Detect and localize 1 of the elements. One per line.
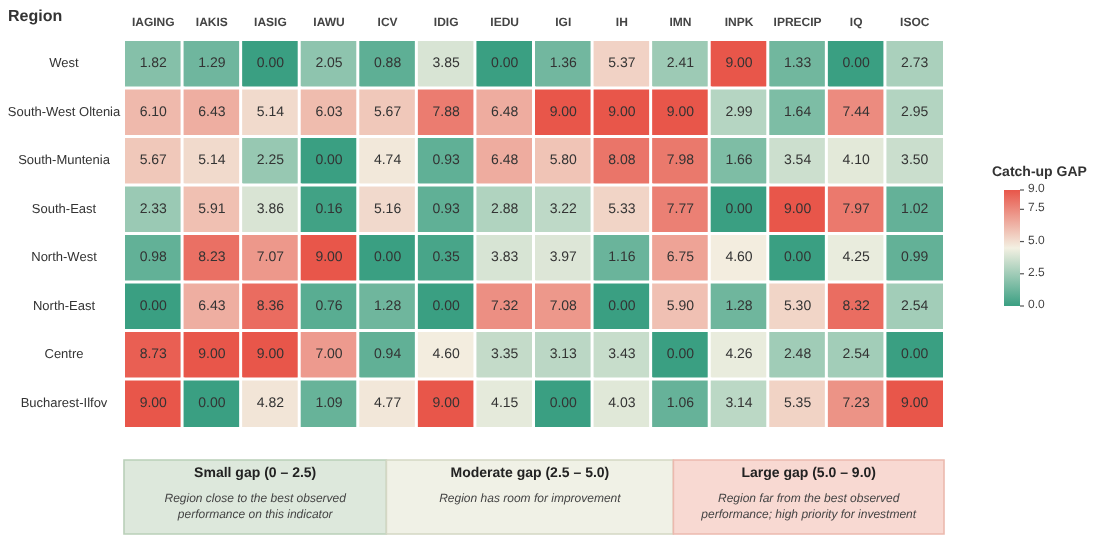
y-axis-title: Region [8, 7, 63, 25]
